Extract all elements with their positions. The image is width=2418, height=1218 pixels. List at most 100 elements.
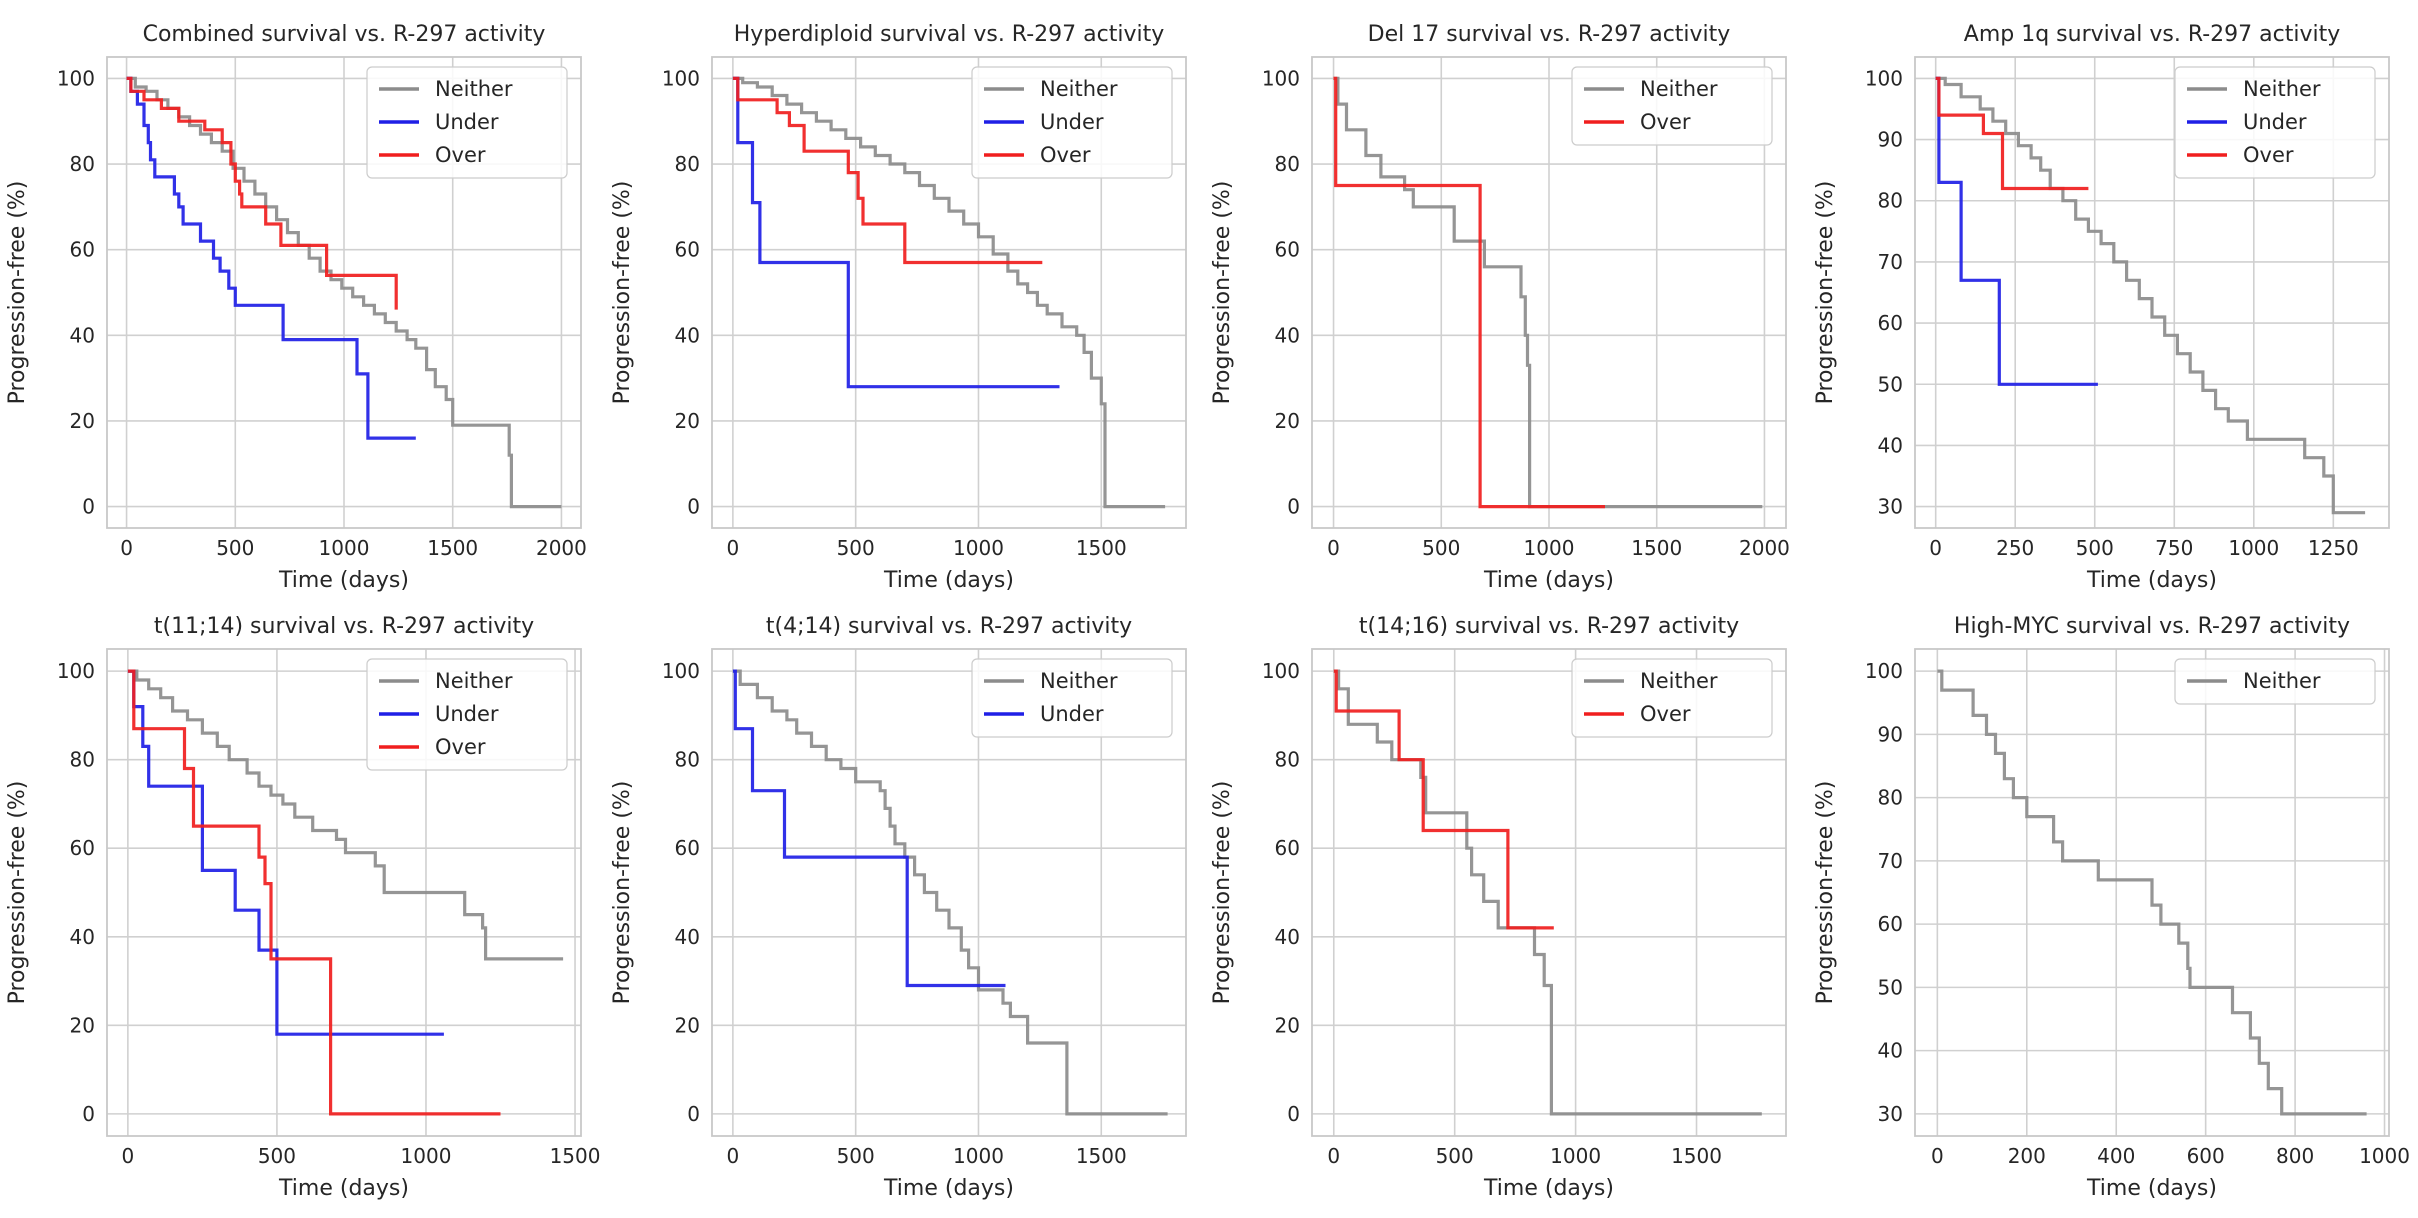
chart-panel-8: 0 200 400 600 800 1000 30 40 50 60 70 80 90 100 High-M… (1813, 614, 2410, 1201)
x-tick-label: 1250 (2308, 536, 2359, 560)
series-line-over (127, 669, 501, 1116)
chart-title: Del 17 survival vs. R-297 activity (1368, 22, 1731, 47)
y-tick-label: 60 (1878, 912, 1903, 936)
y-tick-label: 100 (1262, 659, 1300, 683)
legend-label-under: Under (1040, 110, 1104, 134)
y-tick-label: 0 (1287, 1102, 1300, 1126)
x-tick-label: 1000 (401, 1144, 452, 1168)
plot-frame (1311, 648, 1787, 1137)
x-tick-label: 0 (120, 536, 133, 560)
x-tick-label: 800 (2276, 1144, 2314, 1168)
y-tick-label: 40 (1275, 323, 1300, 347)
series-line-neither (1937, 669, 2367, 1116)
legend: Neither Under (971, 658, 1173, 738)
series-line-under (732, 669, 1006, 988)
y-tick-label: 100 (662, 66, 700, 90)
x-tick-label: 1500 (1076, 536, 1127, 560)
y-tick-label: 20 (675, 1013, 700, 1037)
series-line-over (1935, 76, 2089, 191)
y-tick-label: 90 (1878, 722, 1903, 746)
series-line-under (1935, 76, 2098, 386)
y-tick-label: 80 (1878, 189, 1903, 213)
y-tick-label: 60 (1878, 311, 1903, 335)
x-tick-label: 500 (1422, 536, 1460, 560)
y-tick-label: 30 (1878, 495, 1903, 519)
y-tick-label: 60 (675, 238, 700, 262)
plot-frame (106, 648, 582, 1137)
series-line-neither (1935, 76, 2366, 515)
y-tick-label: 40 (675, 925, 700, 949)
legend-box (2174, 66, 2376, 179)
y-tick-label: 60 (1275, 238, 1300, 262)
chart-panel-2: 0 500 1000 1500 0 20 40 60 80 100 Hyperdiploid sur… (610, 22, 1187, 593)
y-tick-label: 0 (82, 495, 95, 519)
x-tick-label: 400 (2097, 1144, 2135, 1168)
y-tick-label: 80 (1275, 748, 1300, 772)
series-line-neither (732, 669, 1168, 1116)
y-tick-label: 80 (1275, 152, 1300, 176)
y-axis-label: Progression-free (%) (610, 781, 635, 1005)
y-tick-label: 50 (1878, 372, 1903, 396)
plot-frame (106, 56, 582, 529)
x-tick-label: 1000 (953, 1144, 1004, 1168)
y-tick-label: 70 (1878, 250, 1903, 274)
x-tick-label: 0 (727, 1144, 740, 1168)
chart-panel-6: 0 500 1000 1500 0 20 40 60 80 100 t(4;14) survival… (610, 614, 1187, 1201)
series-line-neither (1333, 76, 1763, 509)
y-axis-label: Progression-free (%) (1210, 181, 1235, 405)
x-tick-label: 1000 (953, 536, 1004, 560)
legend-box (1571, 66, 1773, 146)
y-axis-label: Progression-free (%) (1210, 781, 1235, 1005)
series-line-over (732, 76, 1043, 265)
series-line-over (126, 76, 398, 310)
legend-label-neither: Neither (2243, 77, 2321, 101)
chart-title: t(4;14) survival vs. R-297 activity (766, 614, 1132, 639)
y-tick-label: 100 (1865, 659, 1903, 683)
y-tick-label: 40 (70, 925, 95, 949)
x-tick-label: 600 (2187, 1144, 2225, 1168)
legend: Neither Over (1571, 658, 1773, 738)
chart-panel-5: 0 500 1000 1500 0 20 40 60 80 100 t(11;14) surviva… (5, 614, 600, 1201)
plot-frame (1311, 56, 1787, 529)
y-tick-label: 0 (687, 495, 700, 519)
legend-box (366, 658, 568, 771)
legend-label-neither: Neither (1640, 77, 1718, 101)
y-tick-label: 80 (675, 152, 700, 176)
y-tick-label: 70 (1878, 849, 1903, 873)
x-tick-label: 1500 (550, 1144, 601, 1168)
legend-label-neither: Neither (435, 669, 513, 693)
y-tick-label: 60 (1275, 836, 1300, 860)
x-tick-label: 1500 (1631, 536, 1682, 560)
chart-title: Combined survival vs. R-297 activity (143, 22, 546, 47)
y-tick-label: 40 (1878, 1039, 1903, 1063)
chart-title: t(14;16) survival vs. R-297 activity (1359, 614, 1739, 639)
legend-label-under: Under (435, 110, 499, 134)
y-tick-label: 100 (57, 659, 95, 683)
legend-label-neither: Neither (435, 77, 513, 101)
legend: Neither Under Over (971, 66, 1173, 179)
x-tick-label: 500 (1436, 1144, 1474, 1168)
x-axis-label: Time (days) (1483, 1176, 1614, 1201)
legend-label-under: Under (435, 702, 499, 726)
legend-label-under: Under (2243, 110, 2307, 134)
series-line-neither (732, 76, 1166, 509)
x-tick-label: 1500 (1671, 1144, 1722, 1168)
x-axis-label: Time (days) (883, 1176, 1014, 1201)
y-tick-label: 60 (70, 238, 95, 262)
x-tick-label: 1000 (1524, 536, 1575, 560)
y-axis-label: Progression-free (%) (1813, 781, 1838, 1005)
y-tick-label: 0 (82, 1102, 95, 1126)
chart-title: Amp 1q survival vs. R-297 activity (1964, 22, 2340, 47)
legend-label-over: Over (1040, 143, 1091, 167)
legend-label-neither: Neither (1040, 77, 1118, 101)
y-axis-label: Progression-free (%) (5, 181, 30, 405)
x-tick-label: 250 (1996, 536, 2034, 560)
y-tick-label: 40 (70, 323, 95, 347)
plot-frame (711, 648, 1187, 1137)
plot-frame (1914, 56, 2390, 529)
series-line-under (126, 76, 416, 440)
x-tick-label: 0 (1327, 1144, 1340, 1168)
x-tick-label: 0 (1929, 536, 1942, 560)
chart-panel-1: 0 500 1000 1500 2000 0 20 40 60 80 100 Combined sur… (5, 22, 587, 593)
